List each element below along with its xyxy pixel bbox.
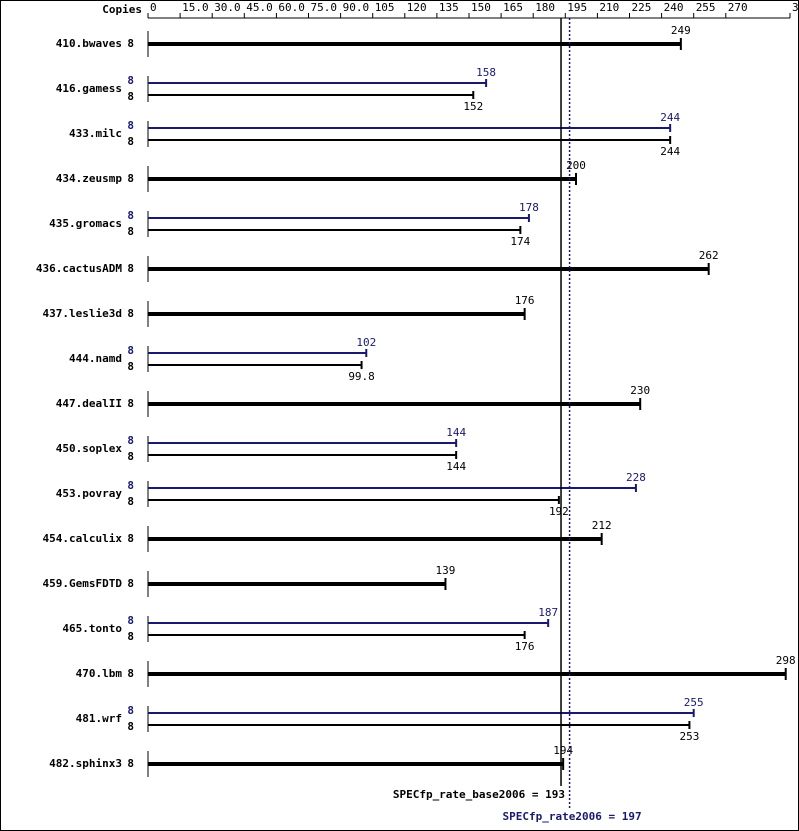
x-tick-label: 120 <box>407 1 427 14</box>
value-label: 194 <box>553 744 573 757</box>
category-label: 482.sphinx3 <box>49 757 122 770</box>
category-label: 459.GemsFDTD <box>43 577 123 590</box>
copies: 8 <box>127 704 134 717</box>
copies: 8 <box>127 262 134 275</box>
copies: 8 <box>127 614 134 627</box>
copies: 8 <box>127 37 134 50</box>
x-tick-label: 195 <box>567 1 587 14</box>
category-label: 410.bwaves <box>56 37 122 50</box>
value-label: 228 <box>626 471 646 484</box>
copies: 8 <box>127 720 134 733</box>
value-label: 99.8 <box>348 370 375 383</box>
x-tick-label: 0 <box>150 1 157 14</box>
value-label: 176 <box>515 294 535 307</box>
copies: 8 <box>127 397 134 410</box>
x-tick-label: 15.0 <box>182 1 209 14</box>
category-label: 416.gamess <box>56 82 122 95</box>
copies: 8 <box>127 344 134 357</box>
x-tick-label: 30.0 <box>214 1 241 14</box>
copies: 8 <box>127 450 134 463</box>
value-label: 102 <box>356 336 376 349</box>
copies: 8 <box>127 225 134 238</box>
copies: 8 <box>127 479 134 492</box>
copies: 8 <box>127 135 134 148</box>
x-tick-label: 165 <box>503 1 523 14</box>
value-label: 230 <box>630 384 650 397</box>
x-tick-label: 210 <box>599 1 619 14</box>
copies: 8 <box>127 307 134 320</box>
copies: 8 <box>127 90 134 103</box>
x-tick-label: 75.0 <box>311 1 338 14</box>
value-label: 158 <box>476 66 496 79</box>
x-tick-label: 225 <box>632 1 652 14</box>
copies: 8 <box>127 209 134 222</box>
copies: 8 <box>127 495 134 508</box>
copies: 8 <box>127 577 134 590</box>
value-label: 249 <box>671 24 691 37</box>
category-label: 444.namd <box>69 352 122 365</box>
value-label: 178 <box>519 201 539 214</box>
copies-header: Copies <box>102 3 142 16</box>
value-label: 139 <box>436 564 456 577</box>
value-label: 144 <box>446 460 466 473</box>
x-tick-label: 270 <box>728 1 748 14</box>
x-tick-label: 240 <box>664 1 684 14</box>
category-label: 435.gromacs <box>49 217 122 230</box>
value-label: 244 <box>660 145 680 158</box>
copies: 8 <box>127 532 134 545</box>
x-tick-label: 135 <box>439 1 459 14</box>
copies: 8 <box>127 74 134 87</box>
x-tick-label: 45.0 <box>246 1 272 14</box>
category-label: 437.leslie3d <box>43 307 122 320</box>
value-label: 192 <box>549 505 569 518</box>
copies: 8 <box>127 630 134 643</box>
value-label: 144 <box>446 426 466 439</box>
value-label: 176 <box>515 640 535 653</box>
category-label: 450.soplex <box>56 442 123 455</box>
x-tick-label: 60.0 <box>278 1 305 14</box>
value-label: 253 <box>679 730 699 743</box>
category-label: 433.milc <box>69 127 122 140</box>
value-label: 212 <box>592 519 612 532</box>
category-label: 453.povray <box>56 487 123 500</box>
value-label: 298 <box>776 654 796 667</box>
x-tick-label: 255 <box>696 1 716 14</box>
copies: 8 <box>127 434 134 447</box>
value-label: 255 <box>684 696 704 709</box>
x-tick-label: 90.0 <box>343 1 370 14</box>
copies: 8 <box>127 667 134 680</box>
copies: 8 <box>127 757 134 770</box>
reference-label: SPECfp_rate2006 = 197 <box>503 810 642 823</box>
copies: 8 <box>127 172 134 185</box>
value-label: 187 <box>538 606 558 619</box>
category-label: 434.zeusmp <box>56 172 123 185</box>
category-label: 465.tonto <box>62 622 122 635</box>
x-tick-label: 180 <box>535 1 555 14</box>
copies: 8 <box>127 360 134 373</box>
category-label: 436.cactusADM <box>36 262 122 275</box>
x-tick-label: 150 <box>471 1 491 14</box>
reference-label: SPECfp_rate_base2006 = 193 <box>393 788 565 801</box>
value-label: 262 <box>699 249 719 262</box>
category-label: 481.wrf <box>76 712 122 725</box>
category-label: 447.dealII <box>56 397 122 410</box>
value-label: 152 <box>463 100 483 113</box>
value-label: 200 <box>566 159 586 172</box>
category-label: 454.calculix <box>43 532 123 545</box>
copies: 8 <box>127 119 134 132</box>
value-label: 174 <box>510 235 530 248</box>
value-label: 244 <box>660 111 680 124</box>
x-tick-label: 300 <box>792 1 799 14</box>
x-tick-label: 105 <box>375 1 395 14</box>
category-label: 470.lbm <box>76 667 123 680</box>
